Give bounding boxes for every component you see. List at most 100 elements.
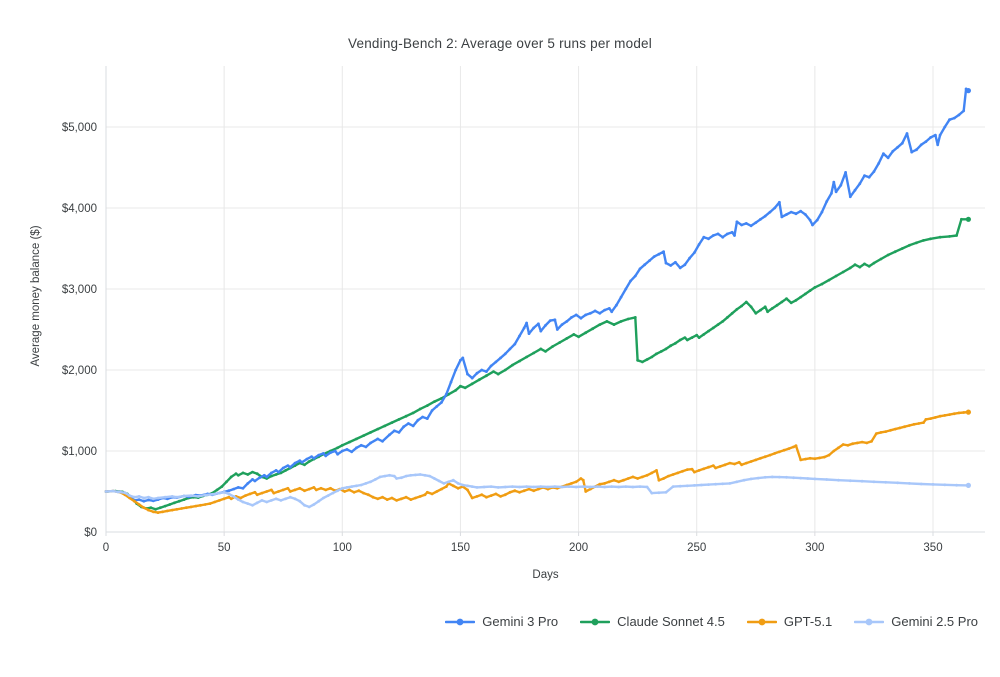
data-point: [938, 414, 942, 418]
data-point: [454, 388, 458, 392]
data-point: [298, 499, 302, 503]
data-point: [480, 493, 484, 497]
data-point: [182, 498, 186, 501]
data-point: [340, 486, 344, 490]
data-point: [352, 490, 356, 494]
data-point: [726, 232, 729, 236]
data-point: [546, 487, 550, 491]
data-point: [763, 305, 767, 309]
data-point: [369, 480, 372, 484]
data-point: [631, 485, 635, 489]
data-point: [671, 485, 675, 488]
data-point: [598, 311, 602, 315]
data-point: [163, 504, 167, 508]
legend: Gemini 3 Pro Claude Sonnet 4.5 GPT-5.1 Gemi…: [445, 614, 978, 629]
data-point: [170, 495, 174, 498]
data-point: [485, 374, 488, 378]
data-point: [324, 454, 328, 458]
data-point: [288, 495, 292, 499]
data-point: [430, 409, 434, 412]
data-point: [194, 504, 198, 508]
data-point: [477, 378, 481, 382]
data-point: [908, 482, 911, 485]
data-point: [650, 491, 654, 495]
data-point: [456, 486, 460, 490]
data-point: [900, 141, 904, 145]
data-point: [948, 235, 951, 238]
data-point: [648, 259, 651, 262]
data-point: [525, 355, 528, 359]
data-point: [286, 486, 290, 490]
data-point: [402, 425, 406, 429]
data-point: [581, 478, 585, 482]
data-point: [593, 309, 597, 313]
data-point: [470, 485, 474, 488]
data-point: [303, 503, 306, 507]
x-tick-label: 0: [103, 542, 109, 554]
data-point: [711, 326, 715, 330]
data-point: [532, 489, 536, 493]
data-point: [579, 477, 583, 480]
x-tick-label: 100: [333, 542, 352, 554]
data-point: [848, 479, 852, 483]
legend-marker-icon: [445, 618, 476, 625]
data-point: [785, 475, 788, 479]
data-point: [482, 485, 486, 489]
data-point: [444, 485, 448, 488]
data-point: [641, 475, 644, 479]
data-point: [274, 497, 278, 501]
data-point: [584, 490, 588, 493]
data-point: [239, 496, 243, 500]
data-point: [227, 489, 231, 493]
data-point: [789, 301, 793, 305]
data-point: [555, 328, 559, 331]
data-point: [811, 223, 814, 227]
data-point: [702, 333, 706, 336]
data-point: [858, 182, 862, 186]
data-point: [270, 488, 273, 492]
data-point: [780, 300, 784, 304]
data-point: [723, 463, 727, 467]
data-point: [766, 310, 769, 314]
series-end-marker: [965, 409, 972, 415]
data-point: [872, 170, 876, 174]
data-point: [182, 494, 186, 498]
data-point: [499, 356, 502, 360]
y-tick-label: $3,000: [62, 284, 97, 296]
data-point: [896, 145, 899, 149]
data-point: [744, 222, 748, 225]
data-point: [348, 488, 351, 492]
data-point: [936, 143, 940, 147]
data-point: [827, 453, 831, 457]
data-point: [813, 477, 817, 481]
data-point: [697, 336, 701, 339]
data-point: [685, 484, 689, 488]
data-point: [168, 503, 172, 506]
data-point: [281, 488, 285, 492]
data-point: [518, 334, 521, 338]
x-tick-label: 300: [805, 542, 824, 554]
data-point: [879, 257, 883, 261]
data-point: [931, 483, 935, 486]
data-point: [607, 480, 611, 484]
data-point: [626, 317, 630, 321]
data-point: [451, 478, 455, 482]
data-point: [650, 355, 654, 359]
data-point: [232, 495, 236, 498]
data-point: [638, 267, 642, 271]
data-point: [392, 429, 396, 433]
data-point: [844, 171, 847, 174]
x-tick-label: 50: [218, 542, 231, 554]
data-point: [806, 477, 810, 480]
data-point: [284, 497, 287, 501]
data-point: [133, 499, 136, 503]
data-point: [714, 466, 717, 470]
data-point: [428, 474, 432, 478]
data-point: [175, 495, 179, 499]
data-point: [591, 327, 595, 331]
data-point: [886, 156, 890, 160]
data-point: [246, 482, 250, 485]
data-point: [355, 484, 358, 488]
data-point: [227, 492, 231, 496]
legend-dot: [758, 618, 766, 625]
